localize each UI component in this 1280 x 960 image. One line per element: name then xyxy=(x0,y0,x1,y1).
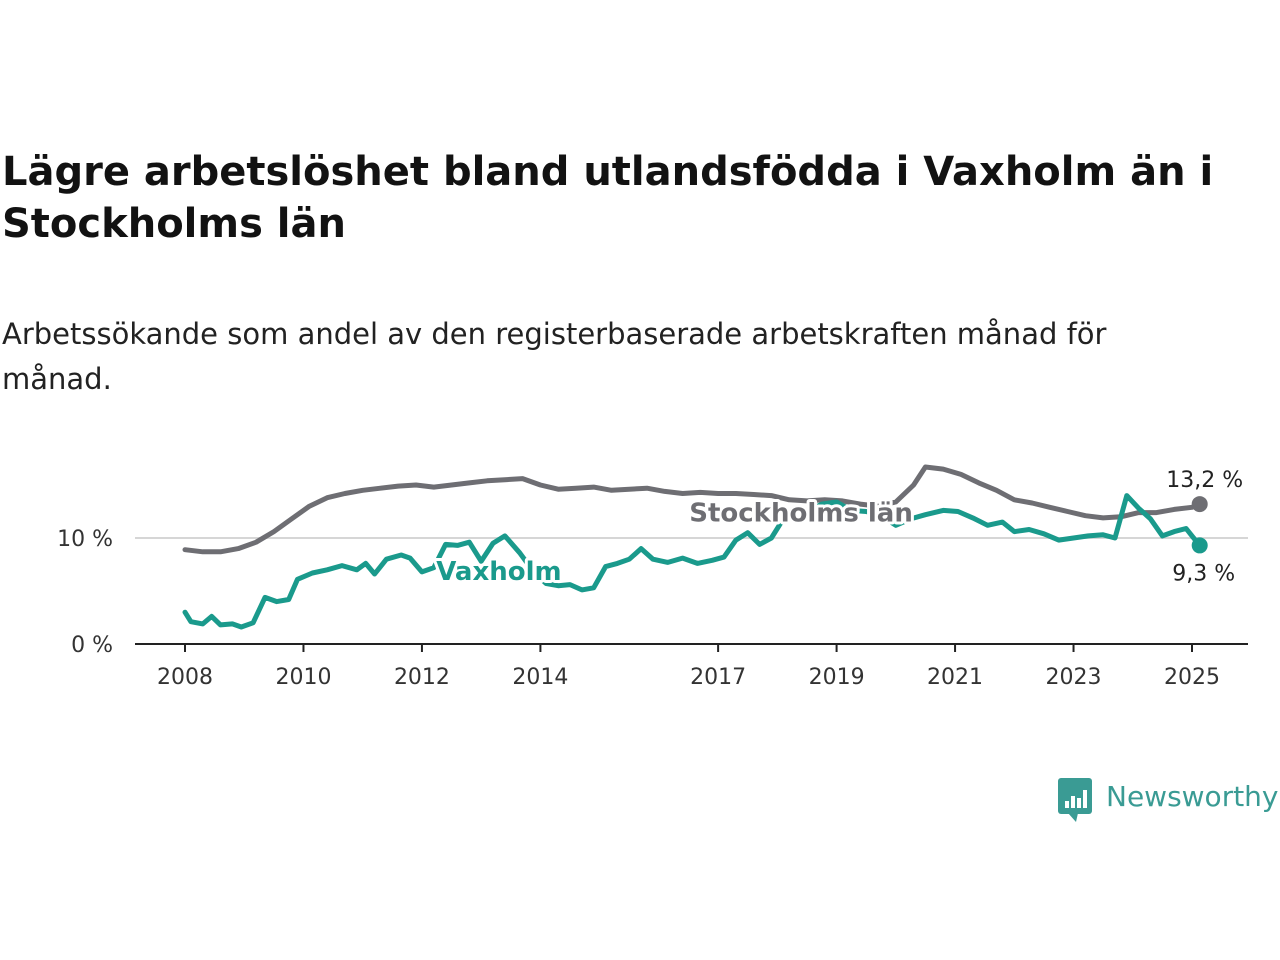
end-marker-stockholms-l-n xyxy=(1191,496,1208,513)
x-tick-label: 2012 xyxy=(394,665,450,690)
series-label-stockholms-l-n: Stockholms län xyxy=(689,499,913,529)
x-axis: 2008 2010 2012 2014 2017 2019 2021 2023 2025 xyxy=(135,643,1248,690)
end-marker-vaxholm xyxy=(1191,537,1208,554)
x-tick-label: 2021 xyxy=(927,665,983,690)
x-tick-label: 2010 xyxy=(275,665,331,690)
x-tick-label: 2019 xyxy=(809,665,865,690)
x-tick-label: 2023 xyxy=(1046,665,1102,690)
series-line-stockholms-l-n xyxy=(182,464,1203,555)
x-tick-label: 2017 xyxy=(690,665,746,690)
y-axis: 0 % 10 % xyxy=(57,527,113,658)
series-lines xyxy=(182,464,1208,630)
end-value-label-vaxholm: 9,3 % xyxy=(1172,561,1235,586)
x-tick-label: 2025 xyxy=(1164,665,1220,690)
x-tick-label: 2014 xyxy=(512,665,568,690)
chart-subtitle: Arbetssökande som andel av den registerb… xyxy=(2,317,1107,396)
bar-chart-speech-bubble-icon xyxy=(1058,778,1092,822)
brand-name: Newsworthy xyxy=(1106,779,1279,813)
series-labels: Stockholms län Vaxholm 13,2 % 9,3 % xyxy=(433,466,1245,590)
chart-title: Lägre arbetslöshet bland utlandsfödda i … xyxy=(2,149,1214,247)
series-label-vaxholm: Vaxholm xyxy=(436,557,561,587)
y-tick-label: 10 % xyxy=(57,527,113,552)
end-value-label-stockholms-lan: 13,2 % xyxy=(1166,468,1243,493)
y-tick-label: 0 % xyxy=(71,633,113,658)
newsworthy-logo: Newsworthy xyxy=(1058,774,1279,822)
series-line-vaxholm xyxy=(182,493,1203,630)
x-tick-label: 2008 xyxy=(157,665,213,690)
